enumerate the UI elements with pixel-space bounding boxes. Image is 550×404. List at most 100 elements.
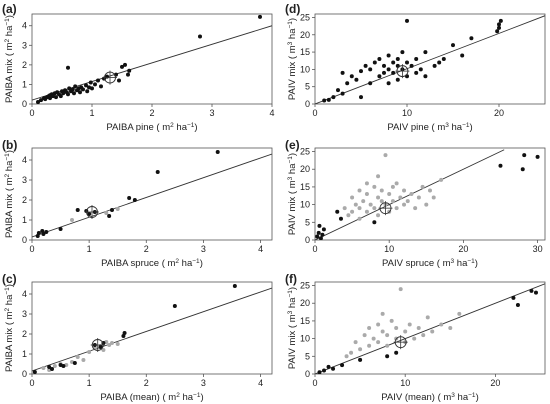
data-point (498, 163, 503, 168)
x-tick-label: 2 (144, 378, 149, 388)
data-point (98, 345, 103, 349)
data-point (376, 174, 381, 179)
x-axis-label: PAIV pine ( m3 ha−1) (387, 122, 472, 134)
data-point (123, 62, 127, 67)
data-point (316, 230, 321, 235)
data-point (424, 202, 429, 207)
panel-d: (d) 0 10 20 0 5 10 15 20 25 PAIV pine ( m3 ha−1) PA… (285, 2, 546, 134)
data-point (395, 57, 400, 61)
data-point (469, 36, 474, 41)
y-tick-label: 10 (300, 200, 310, 210)
data-point (110, 341, 114, 345)
panel-c: (c) 0 1 2 3 4 0 1 2 3 4 PAIBA (mean) ( m2 ha−1) PAIB… (2, 272, 273, 403)
x-tick-label: 3 (201, 378, 206, 388)
data-point (405, 199, 410, 204)
data-point (497, 25, 501, 30)
data-point (412, 336, 417, 341)
y-tick-label: 10 (300, 334, 310, 344)
y-tick-label: 2 (22, 329, 27, 339)
data-point (81, 87, 85, 92)
data-point (81, 358, 86, 362)
x-tick-label: 3 (201, 244, 206, 254)
y-tick-label: 20 (300, 298, 310, 308)
data-point (85, 89, 90, 94)
data-point (318, 236, 323, 240)
data-point (104, 211, 109, 215)
data-point (379, 199, 384, 204)
fit-line (315, 15, 545, 104)
data-point (376, 340, 381, 345)
data-point (66, 65, 70, 70)
fit-line (32, 153, 272, 238)
plot-area (32, 150, 272, 238)
x-tick-label: 10 (384, 244, 394, 254)
y-tick-label: 0 (305, 369, 310, 379)
data-point (498, 18, 503, 23)
x-tick-label: 1 (87, 378, 92, 388)
data-point (331, 95, 336, 100)
data-point (495, 29, 500, 34)
data-point (349, 74, 354, 79)
x-tick-label: 30 (533, 244, 543, 254)
data-point (529, 288, 534, 293)
data-point (350, 195, 355, 200)
data-point (367, 343, 372, 348)
data-point (363, 63, 368, 68)
data-point (389, 318, 394, 323)
data-point (357, 206, 362, 211)
x-tick-label: 0 (29, 244, 34, 254)
y-tick-label: 3 (22, 309, 27, 319)
data-point (522, 153, 527, 158)
data-point (73, 84, 78, 89)
data-point (326, 97, 331, 102)
y-tick-label: 25 (300, 281, 310, 291)
data-point (402, 188, 407, 193)
plot-area (315, 283, 545, 374)
y-tick-label: 0 (305, 99, 310, 109)
data-point (407, 322, 412, 327)
data-point (84, 83, 88, 88)
x-axis-label: PAIV spruce ( m3 ha−1) (382, 258, 478, 270)
y-tick-label: 20 (300, 164, 310, 174)
data-point (382, 63, 386, 68)
x-tick-label: 0 (29, 108, 34, 118)
y-tick-label: 5 (305, 82, 310, 92)
data-point (364, 209, 369, 214)
plot-area (315, 149, 540, 240)
x-axis-label: PAIBA spruce ( m2 ha−1) (101, 258, 203, 270)
data-point (340, 91, 345, 96)
data-point (425, 315, 430, 320)
data-point (350, 209, 355, 214)
y-tick-label: 1 (22, 215, 27, 225)
data-point (386, 67, 391, 72)
panel-label: (d) (285, 2, 300, 16)
data-point (361, 199, 366, 204)
data-point (35, 234, 40, 238)
data-point (372, 220, 377, 225)
y-tick-label: 0 (305, 235, 310, 245)
data-point (421, 333, 426, 338)
y-axis-label: PAIBA mix ( m2 ha−1) (4, 150, 16, 238)
data-point (379, 188, 384, 193)
data-point (372, 206, 377, 211)
data-point (380, 311, 385, 316)
data-point (58, 227, 63, 231)
data-point (359, 95, 363, 100)
data-point (354, 77, 359, 82)
data-point (353, 202, 358, 207)
data-point (398, 287, 403, 292)
data-point (372, 60, 377, 65)
data-point (61, 364, 66, 368)
data-point (428, 188, 432, 193)
data-point (460, 53, 465, 58)
data-point (155, 170, 160, 174)
data-point (395, 77, 400, 82)
x-tick-label: 0 (312, 108, 317, 118)
data-point (54, 95, 58, 100)
data-point (431, 195, 436, 200)
data-point (345, 81, 350, 86)
x-tick-label: 4 (258, 244, 263, 254)
data-point (416, 195, 421, 200)
data-point (93, 82, 97, 87)
panel-a: (a) 0 1 2 3 4 0 1 2 3 4 PAIBA pine ( m2 ha−1) PAIBA … (2, 2, 275, 133)
